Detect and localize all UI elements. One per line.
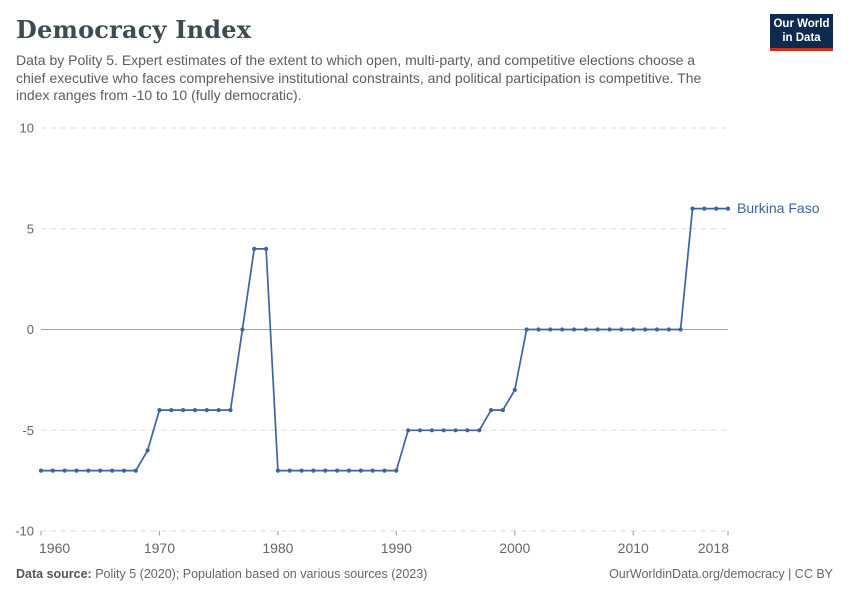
x-axis: 1960 1970 1980 1990 2000 2010 2018 [39,531,729,556]
owid-logo-line2: in Data [782,31,821,44]
y-tick-label: -5 [22,423,34,438]
owid-logo-line1: Our World [773,18,830,30]
x-tick-label: 2010 [618,540,649,556]
license-link[interactable]: OurWorldinData.org/democracy | CC BY [609,567,833,581]
x-tick-label: 1960 [39,540,70,556]
x-tick-label: 2000 [499,540,530,556]
footer: Data source: Polity 5 (2020); Population… [16,567,833,581]
data-line[interactable] [40,207,729,472]
y-tick-label: 5 [27,221,34,236]
data-source-text: Polity 5 (2020); Population based on var… [95,567,428,581]
y-gridlines: 10 5 0 -5 -10 [15,121,728,539]
page-title: Democracy Index [16,15,252,44]
y-tick-label: 0 [27,322,34,337]
y-tick-label: 10 [20,121,34,136]
chart-subtitle: Data by Polity 5. Expert estimates of th… [16,52,702,103]
data-points[interactable] [38,206,731,473]
x-tick-label: 1970 [144,540,175,556]
x-tick-label: 1980 [262,540,293,556]
y-tick-label: -10 [15,524,34,539]
data-source-note: Data source: Polity 5 (2020); Population… [16,567,427,581]
entity-label[interactable]: Burkina Faso [737,200,820,216]
x-tick-label: 1990 [381,540,412,556]
x-tick-label: 2018 [698,540,729,556]
owid-logo[interactable]: Our World in Data [770,14,833,51]
data-source-label: Data source: [16,567,92,581]
